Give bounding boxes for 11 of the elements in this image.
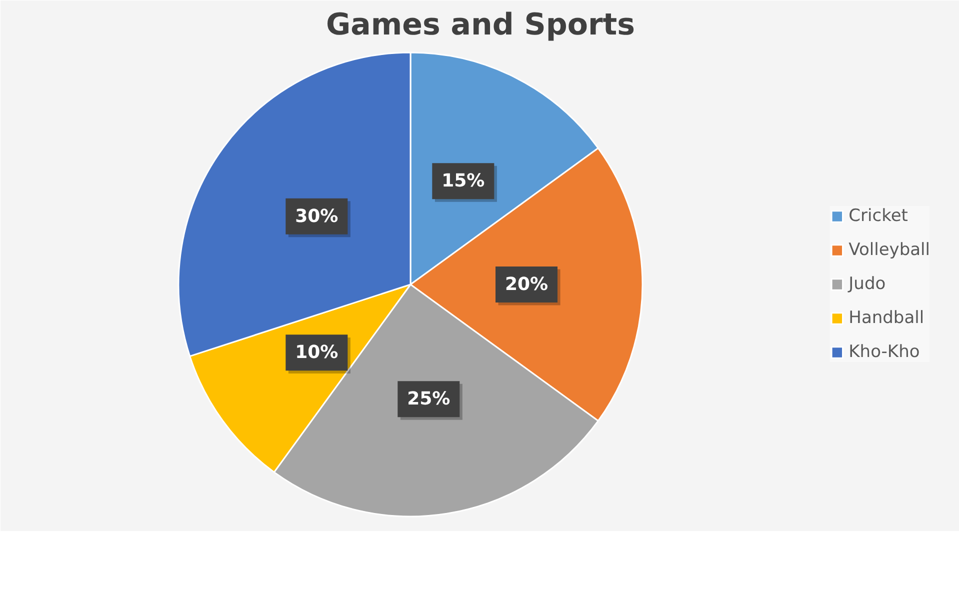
data-label: 15% bbox=[442, 170, 485, 192]
data-label: 20% bbox=[504, 274, 548, 295]
legend-label: Volleyball bbox=[848, 240, 930, 260]
legend-label: Kho-Kho bbox=[848, 342, 920, 362]
chart-title: Games and Sports bbox=[326, 8, 635, 42]
data-label: 25% bbox=[407, 388, 450, 410]
legend-label: Judo bbox=[848, 274, 886, 294]
data-label: 10% bbox=[295, 342, 338, 364]
legend-label: Cricket bbox=[848, 206, 908, 226]
data-label: 30% bbox=[295, 206, 338, 227]
legend-label: Handball bbox=[848, 308, 924, 328]
